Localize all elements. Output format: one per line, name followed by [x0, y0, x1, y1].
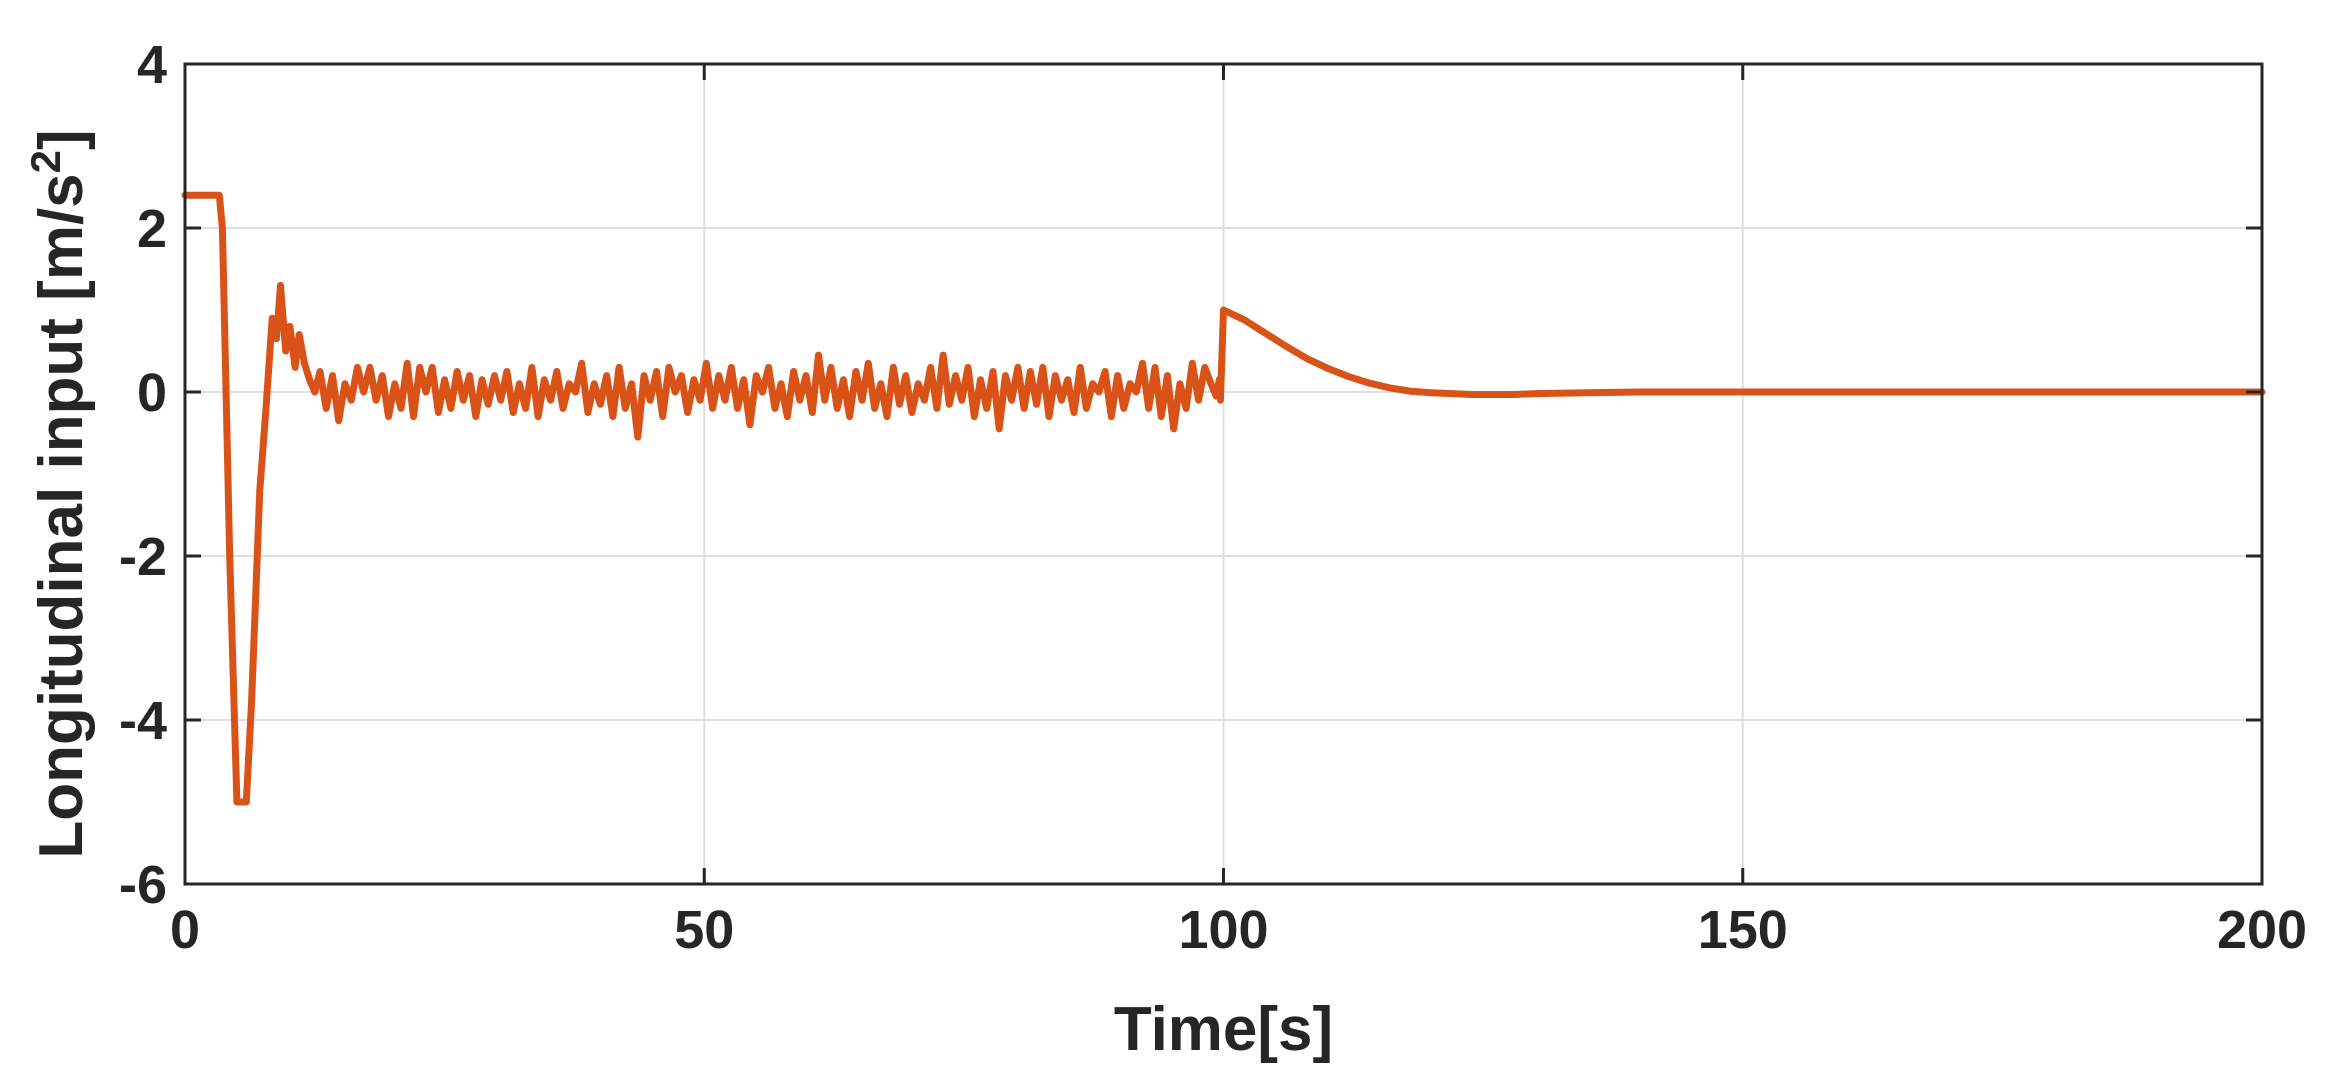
- y-axis-label-main: Longitudinal input [m/s: [27, 173, 96, 858]
- y-axis-label-superscript: 2: [22, 150, 69, 173]
- y-tick-label-4: 2: [137, 199, 167, 259]
- y-tick-label-2: -2: [119, 527, 167, 587]
- y-axis-label: Longitudinal input [m/s2]: [22, 129, 96, 858]
- x-tick-label-2: 100: [1178, 900, 1268, 960]
- x-axis-label: Time[s]: [1114, 995, 1333, 1064]
- series-group: [181, 191, 2266, 806]
- x-tick-label-4: 200: [2217, 900, 2307, 960]
- series-line-0: [181, 191, 2266, 806]
- y-tick-label-5: 4: [137, 35, 167, 95]
- tick-marks: [183, 62, 2264, 886]
- tick-labels: 0 50 100 150 200 -6 -4 -2 0 2 4: [119, 35, 2307, 960]
- x-tick-label-3: 150: [1698, 900, 1788, 960]
- x-tick-label-0: 0: [170, 900, 200, 960]
- y-axis-label-end: ]: [27, 129, 96, 150]
- y-tick-label-0: -6: [119, 855, 167, 915]
- y-tick-label-1: -4: [119, 691, 167, 751]
- y-tick-label-3: 0: [137, 363, 167, 423]
- x-tick-label-1: 50: [674, 900, 734, 960]
- grid-lines: [185, 64, 2262, 884]
